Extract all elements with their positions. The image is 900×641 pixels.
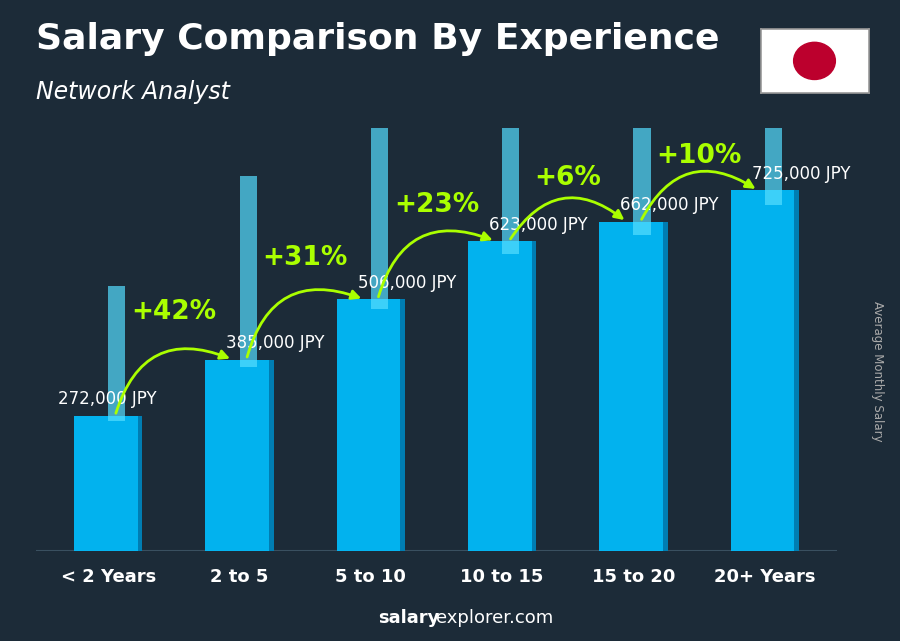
Text: +10%: +10% — [656, 142, 742, 169]
Text: +42%: +42% — [131, 299, 216, 326]
Text: salary: salary — [378, 609, 439, 627]
Text: +31%: +31% — [263, 245, 348, 271]
Bar — [765, 0, 782, 205]
Text: +23%: +23% — [394, 192, 479, 219]
Text: 623,000 JPY: 623,000 JPY — [489, 216, 588, 234]
Bar — [794, 190, 799, 551]
Bar — [371, 58, 388, 310]
Bar — [634, 0, 651, 235]
Bar — [337, 299, 405, 551]
Bar — [269, 360, 274, 551]
Bar — [138, 416, 142, 551]
Text: Salary Comparison By Experience: Salary Comparison By Experience — [36, 22, 719, 56]
Text: 272,000 JPY: 272,000 JPY — [58, 390, 157, 408]
Text: Network Analyst: Network Analyst — [36, 80, 230, 104]
Bar — [74, 416, 142, 551]
Bar — [239, 176, 256, 367]
Bar — [400, 299, 405, 551]
Bar — [532, 241, 536, 551]
Text: 725,000 JPY: 725,000 JPY — [752, 165, 850, 183]
Bar — [108, 286, 125, 421]
Circle shape — [794, 42, 835, 79]
Bar — [502, 0, 519, 254]
Text: +6%: +6% — [535, 165, 601, 191]
Text: 385,000 JPY: 385,000 JPY — [227, 334, 325, 352]
Bar — [662, 222, 668, 551]
Bar — [599, 222, 668, 551]
Bar — [731, 190, 799, 551]
Bar — [205, 360, 274, 551]
Text: 506,000 JPY: 506,000 JPY — [357, 274, 456, 292]
Bar — [468, 241, 536, 551]
Text: 662,000 JPY: 662,000 JPY — [620, 196, 719, 214]
Text: explorer.com: explorer.com — [436, 609, 553, 627]
Text: Average Monthly Salary: Average Monthly Salary — [871, 301, 884, 442]
